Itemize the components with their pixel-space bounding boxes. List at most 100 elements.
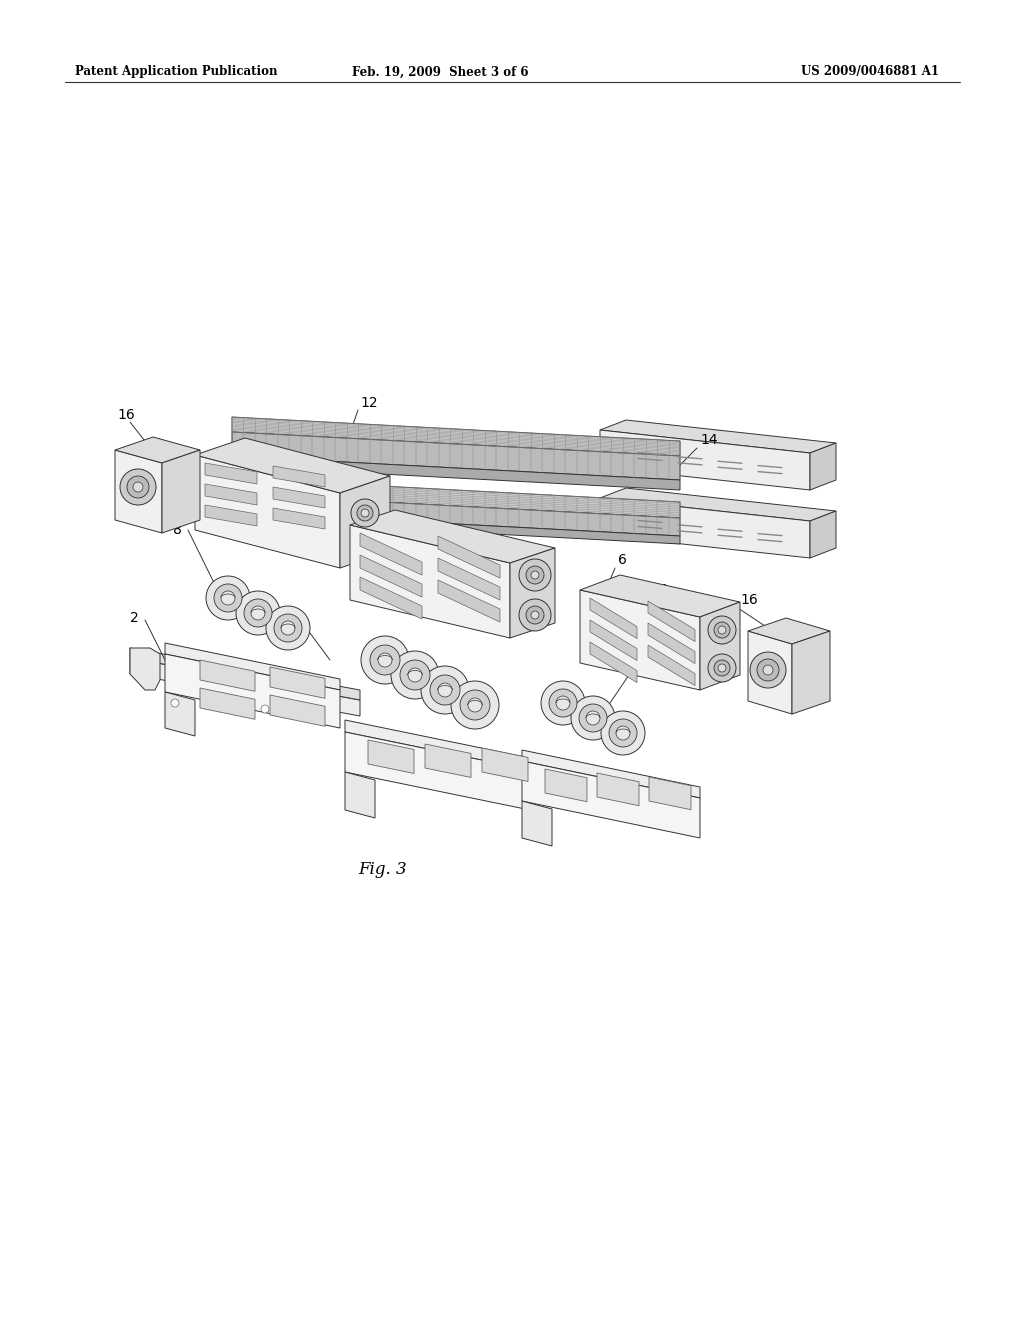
Circle shape <box>281 620 295 635</box>
Circle shape <box>763 665 773 675</box>
Polygon shape <box>522 762 700 838</box>
Circle shape <box>236 591 280 635</box>
Circle shape <box>526 566 544 583</box>
Polygon shape <box>648 623 695 664</box>
Text: 16: 16 <box>117 408 135 422</box>
Polygon shape <box>345 772 375 818</box>
Circle shape <box>519 558 551 591</box>
Circle shape <box>714 622 730 638</box>
Polygon shape <box>580 590 700 690</box>
Circle shape <box>206 576 250 620</box>
Circle shape <box>261 705 269 713</box>
Text: Fig. 3: Fig. 3 <box>358 862 408 879</box>
Polygon shape <box>438 536 500 578</box>
Circle shape <box>391 651 439 700</box>
Polygon shape <box>648 645 695 685</box>
Circle shape <box>221 591 234 605</box>
Polygon shape <box>165 692 195 737</box>
Circle shape <box>757 659 779 681</box>
Polygon shape <box>205 463 257 484</box>
Circle shape <box>421 667 469 714</box>
Circle shape <box>718 664 726 672</box>
Text: 6: 6 <box>175 480 184 495</box>
Polygon shape <box>810 444 836 490</box>
Text: 6: 6 <box>618 553 627 568</box>
Circle shape <box>361 636 409 684</box>
Text: 14: 14 <box>700 433 718 447</box>
Polygon shape <box>600 430 810 490</box>
Polygon shape <box>545 770 587 801</box>
Circle shape <box>251 606 265 620</box>
Polygon shape <box>810 511 836 558</box>
Circle shape <box>400 660 430 690</box>
Polygon shape <box>590 620 637 660</box>
Polygon shape <box>600 488 836 521</box>
Polygon shape <box>273 508 325 529</box>
Polygon shape <box>273 487 325 508</box>
Circle shape <box>171 700 179 708</box>
Circle shape <box>216 702 224 710</box>
Polygon shape <box>340 477 390 568</box>
Circle shape <box>120 469 156 506</box>
Polygon shape <box>600 420 836 453</box>
Polygon shape <box>130 648 160 690</box>
Polygon shape <box>792 631 830 714</box>
Polygon shape <box>232 455 680 490</box>
Circle shape <box>306 708 314 715</box>
Circle shape <box>460 690 490 719</box>
Polygon shape <box>115 450 162 533</box>
Polygon shape <box>438 558 500 601</box>
Text: Feb. 19, 2009  Sheet 3 of 6: Feb. 19, 2009 Sheet 3 of 6 <box>352 66 528 78</box>
Polygon shape <box>270 667 325 698</box>
Circle shape <box>556 696 570 710</box>
Polygon shape <box>360 577 422 619</box>
Polygon shape <box>165 643 340 690</box>
Circle shape <box>357 506 373 521</box>
Circle shape <box>127 477 150 498</box>
Polygon shape <box>360 554 422 597</box>
Polygon shape <box>195 455 340 568</box>
Polygon shape <box>345 733 530 810</box>
Polygon shape <box>130 648 360 700</box>
Circle shape <box>133 482 143 492</box>
Polygon shape <box>165 653 340 729</box>
Circle shape <box>750 652 786 688</box>
Polygon shape <box>273 466 325 487</box>
Polygon shape <box>590 598 637 639</box>
Circle shape <box>541 681 585 725</box>
Circle shape <box>214 583 242 612</box>
Text: 2: 2 <box>130 611 138 624</box>
Circle shape <box>361 510 369 517</box>
Text: Patent Application Publication: Patent Application Publication <box>75 66 278 78</box>
Polygon shape <box>748 631 792 714</box>
Text: 4: 4 <box>290 615 299 630</box>
Polygon shape <box>597 774 639 805</box>
Circle shape <box>616 726 630 741</box>
Polygon shape <box>232 432 680 480</box>
Polygon shape <box>270 696 325 726</box>
Polygon shape <box>232 417 680 455</box>
Text: 4: 4 <box>658 583 667 597</box>
Circle shape <box>274 614 302 642</box>
Circle shape <box>601 711 645 755</box>
Text: US 2009/0046881 A1: US 2009/0046881 A1 <box>801 66 939 78</box>
Circle shape <box>468 698 482 711</box>
Polygon shape <box>510 548 555 638</box>
Circle shape <box>438 682 452 697</box>
Polygon shape <box>350 525 510 638</box>
Text: 8: 8 <box>635 657 644 672</box>
Circle shape <box>526 606 544 624</box>
Circle shape <box>531 572 539 579</box>
Polygon shape <box>232 494 680 536</box>
Polygon shape <box>345 719 530 770</box>
Polygon shape <box>425 744 471 777</box>
Polygon shape <box>195 438 390 492</box>
Circle shape <box>579 704 607 733</box>
Polygon shape <box>700 602 740 690</box>
Polygon shape <box>360 533 422 576</box>
Circle shape <box>531 611 539 619</box>
Polygon shape <box>205 506 257 525</box>
Polygon shape <box>482 748 528 781</box>
Text: 12: 12 <box>360 396 378 411</box>
Polygon shape <box>522 801 552 846</box>
